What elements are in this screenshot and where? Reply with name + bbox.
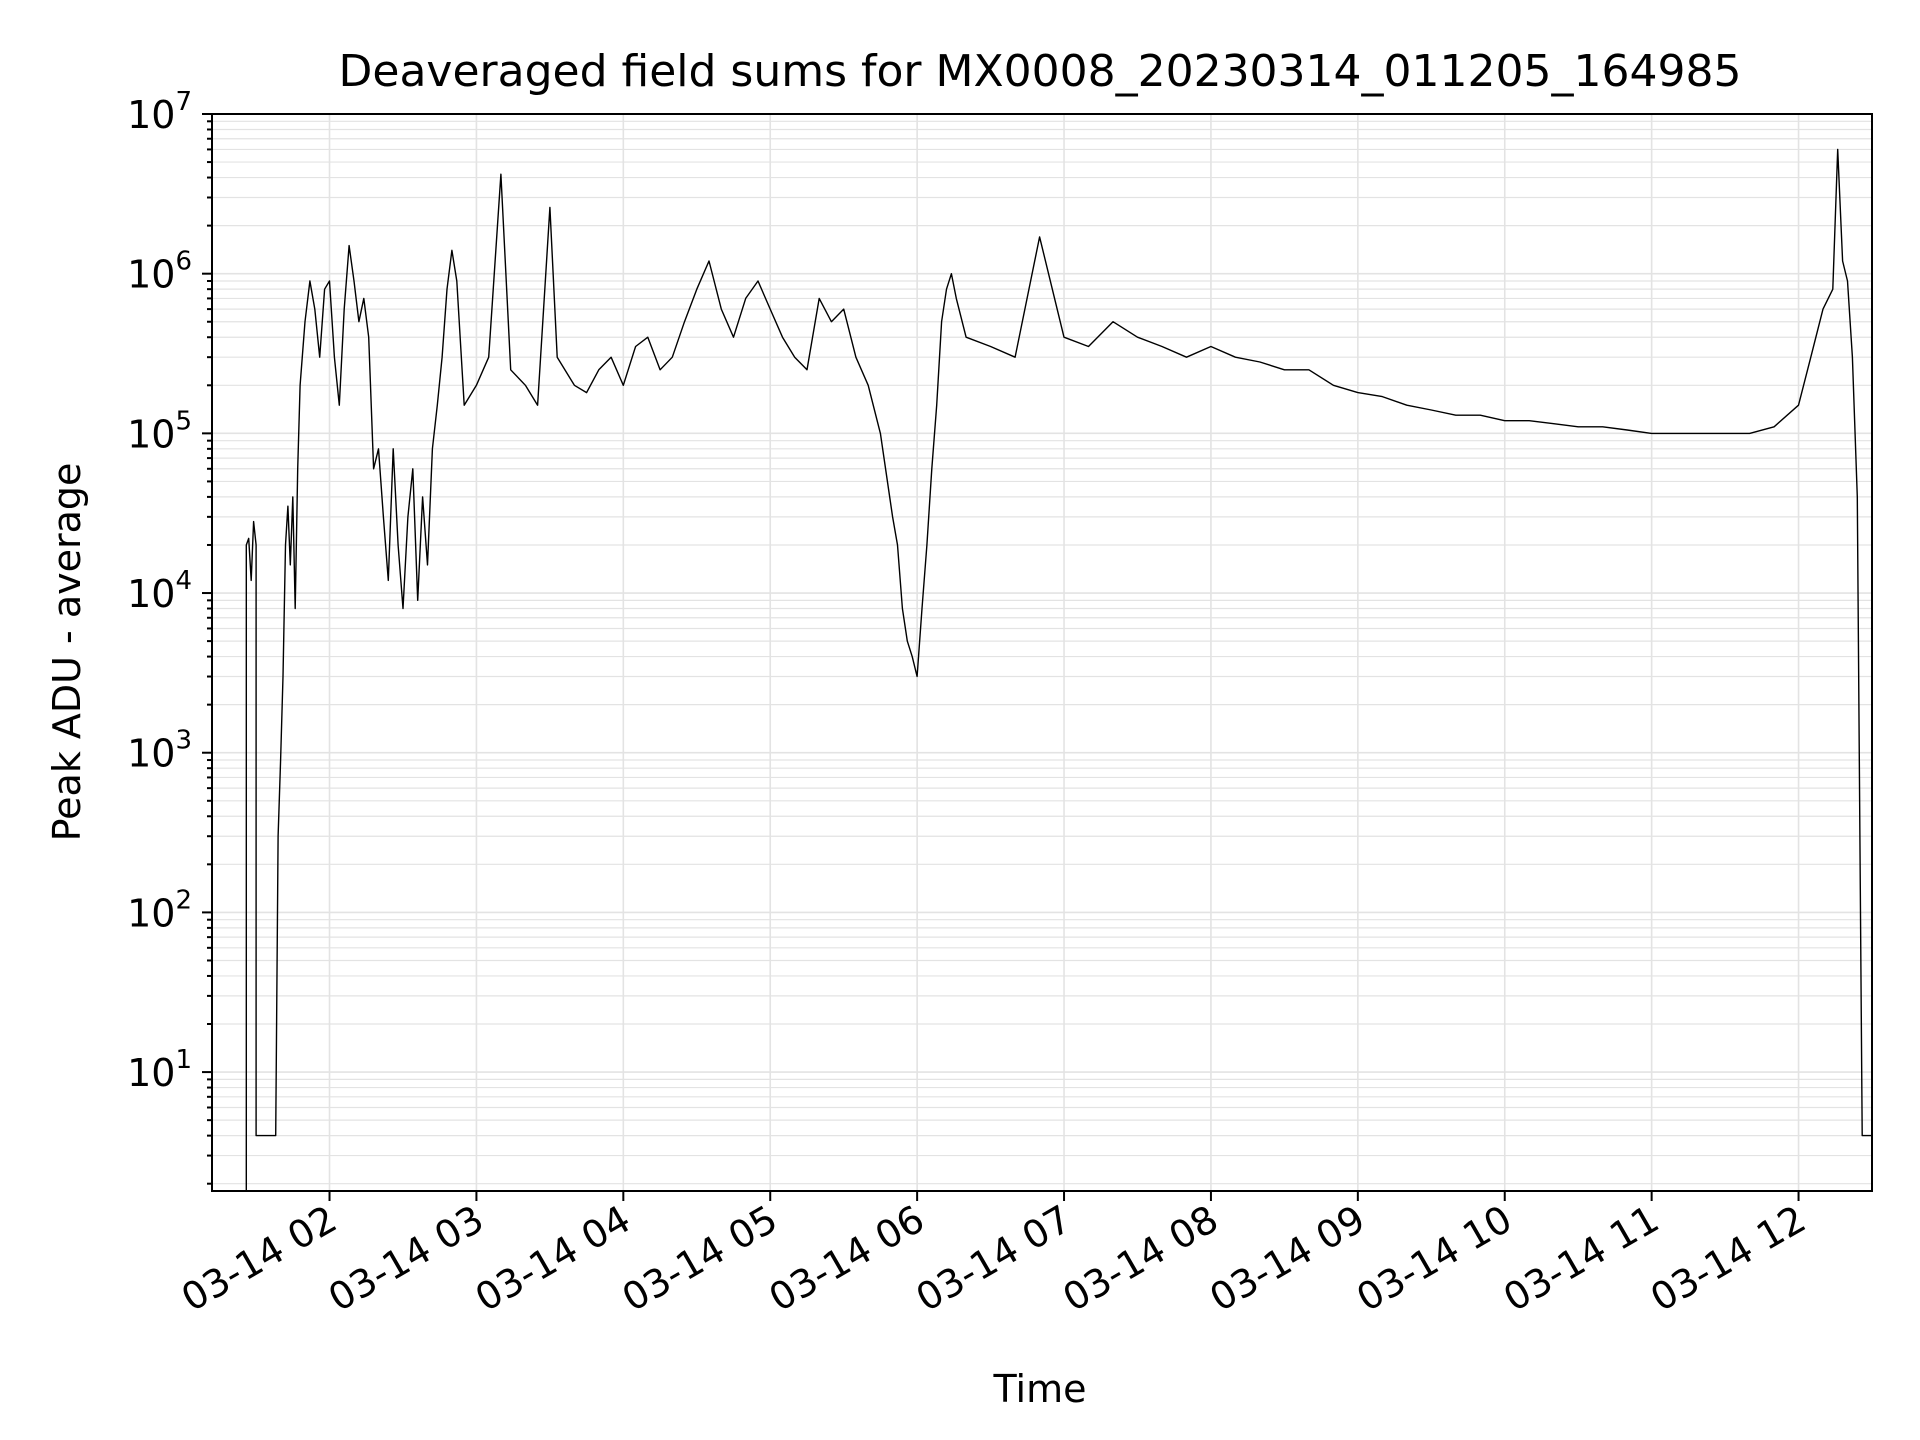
grid — [212, 114, 1872, 1191]
y-tick-label: 106 — [127, 247, 192, 297]
x-tick-label: 03-14 10 — [1349, 1197, 1519, 1321]
x-tick-label: 03-14 02 — [174, 1197, 344, 1321]
y-axis: 101 102 103 104 105 106 107 — [127, 87, 212, 1185]
x-tick-label: 03-14 12 — [1643, 1197, 1813, 1321]
y-axis-label: Peak ADU - average — [45, 463, 89, 842]
y-tick-label: 105 — [127, 406, 192, 456]
x-tick-label: 03-14 08 — [1055, 1197, 1225, 1321]
series-line — [245, 148, 1872, 1191]
plot-frame — [211, 113, 1873, 1192]
x-axis-label: Time — [993, 1367, 1087, 1411]
x-tick-label: 03-14 06 — [762, 1197, 932, 1321]
chart-title: Deaveraged field sums for MX0008_2023031… — [339, 46, 1742, 97]
x-tick-label: 03-14 05 — [615, 1197, 785, 1321]
x-tick-label: 03-14 04 — [468, 1197, 638, 1321]
x-tick-label: 03-14 09 — [1202, 1197, 1372, 1321]
x-tick-label: 03-14 03 — [321, 1197, 491, 1321]
x-tick-label: 03-14 07 — [909, 1197, 1079, 1321]
y-tick-label: 102 — [127, 885, 192, 935]
y-tick-label: 107 — [127, 87, 192, 137]
y-tick-label: 104 — [127, 566, 192, 616]
y-tick-label: 101 — [127, 1045, 192, 1095]
x-tick-label: 03-14 11 — [1496, 1197, 1666, 1321]
y-tick-label: 103 — [127, 726, 192, 776]
